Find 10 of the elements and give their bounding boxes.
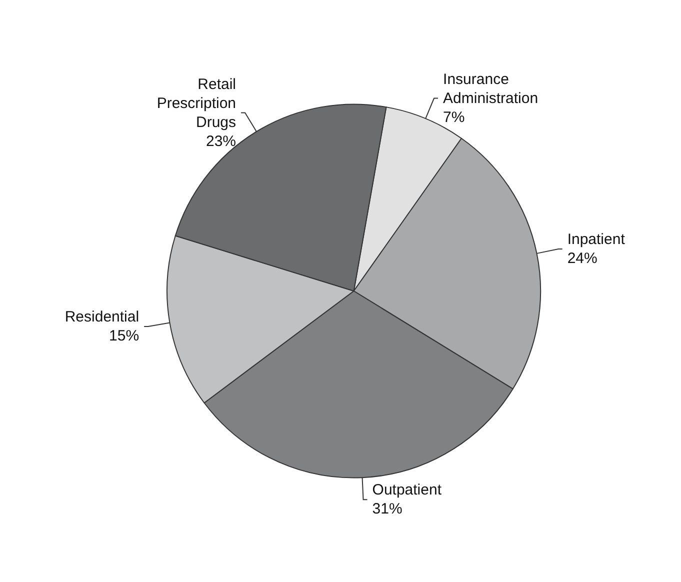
data-label: 31%	[372, 500, 402, 518]
slice-label: Retail Prescription Drugs	[156, 76, 236, 131]
data-label: 15%	[109, 328, 140, 345]
slice-label: Outpatient	[372, 482, 442, 499]
slice-label: Residential	[64, 308, 140, 326]
slice-label: Insurance Administration	[443, 70, 538, 107]
slice-label: Inpatient	[567, 231, 626, 248]
data-label: 24%	[567, 250, 598, 268]
data-label: 23%	[206, 132, 236, 150]
data-label: 7%	[443, 108, 465, 126]
